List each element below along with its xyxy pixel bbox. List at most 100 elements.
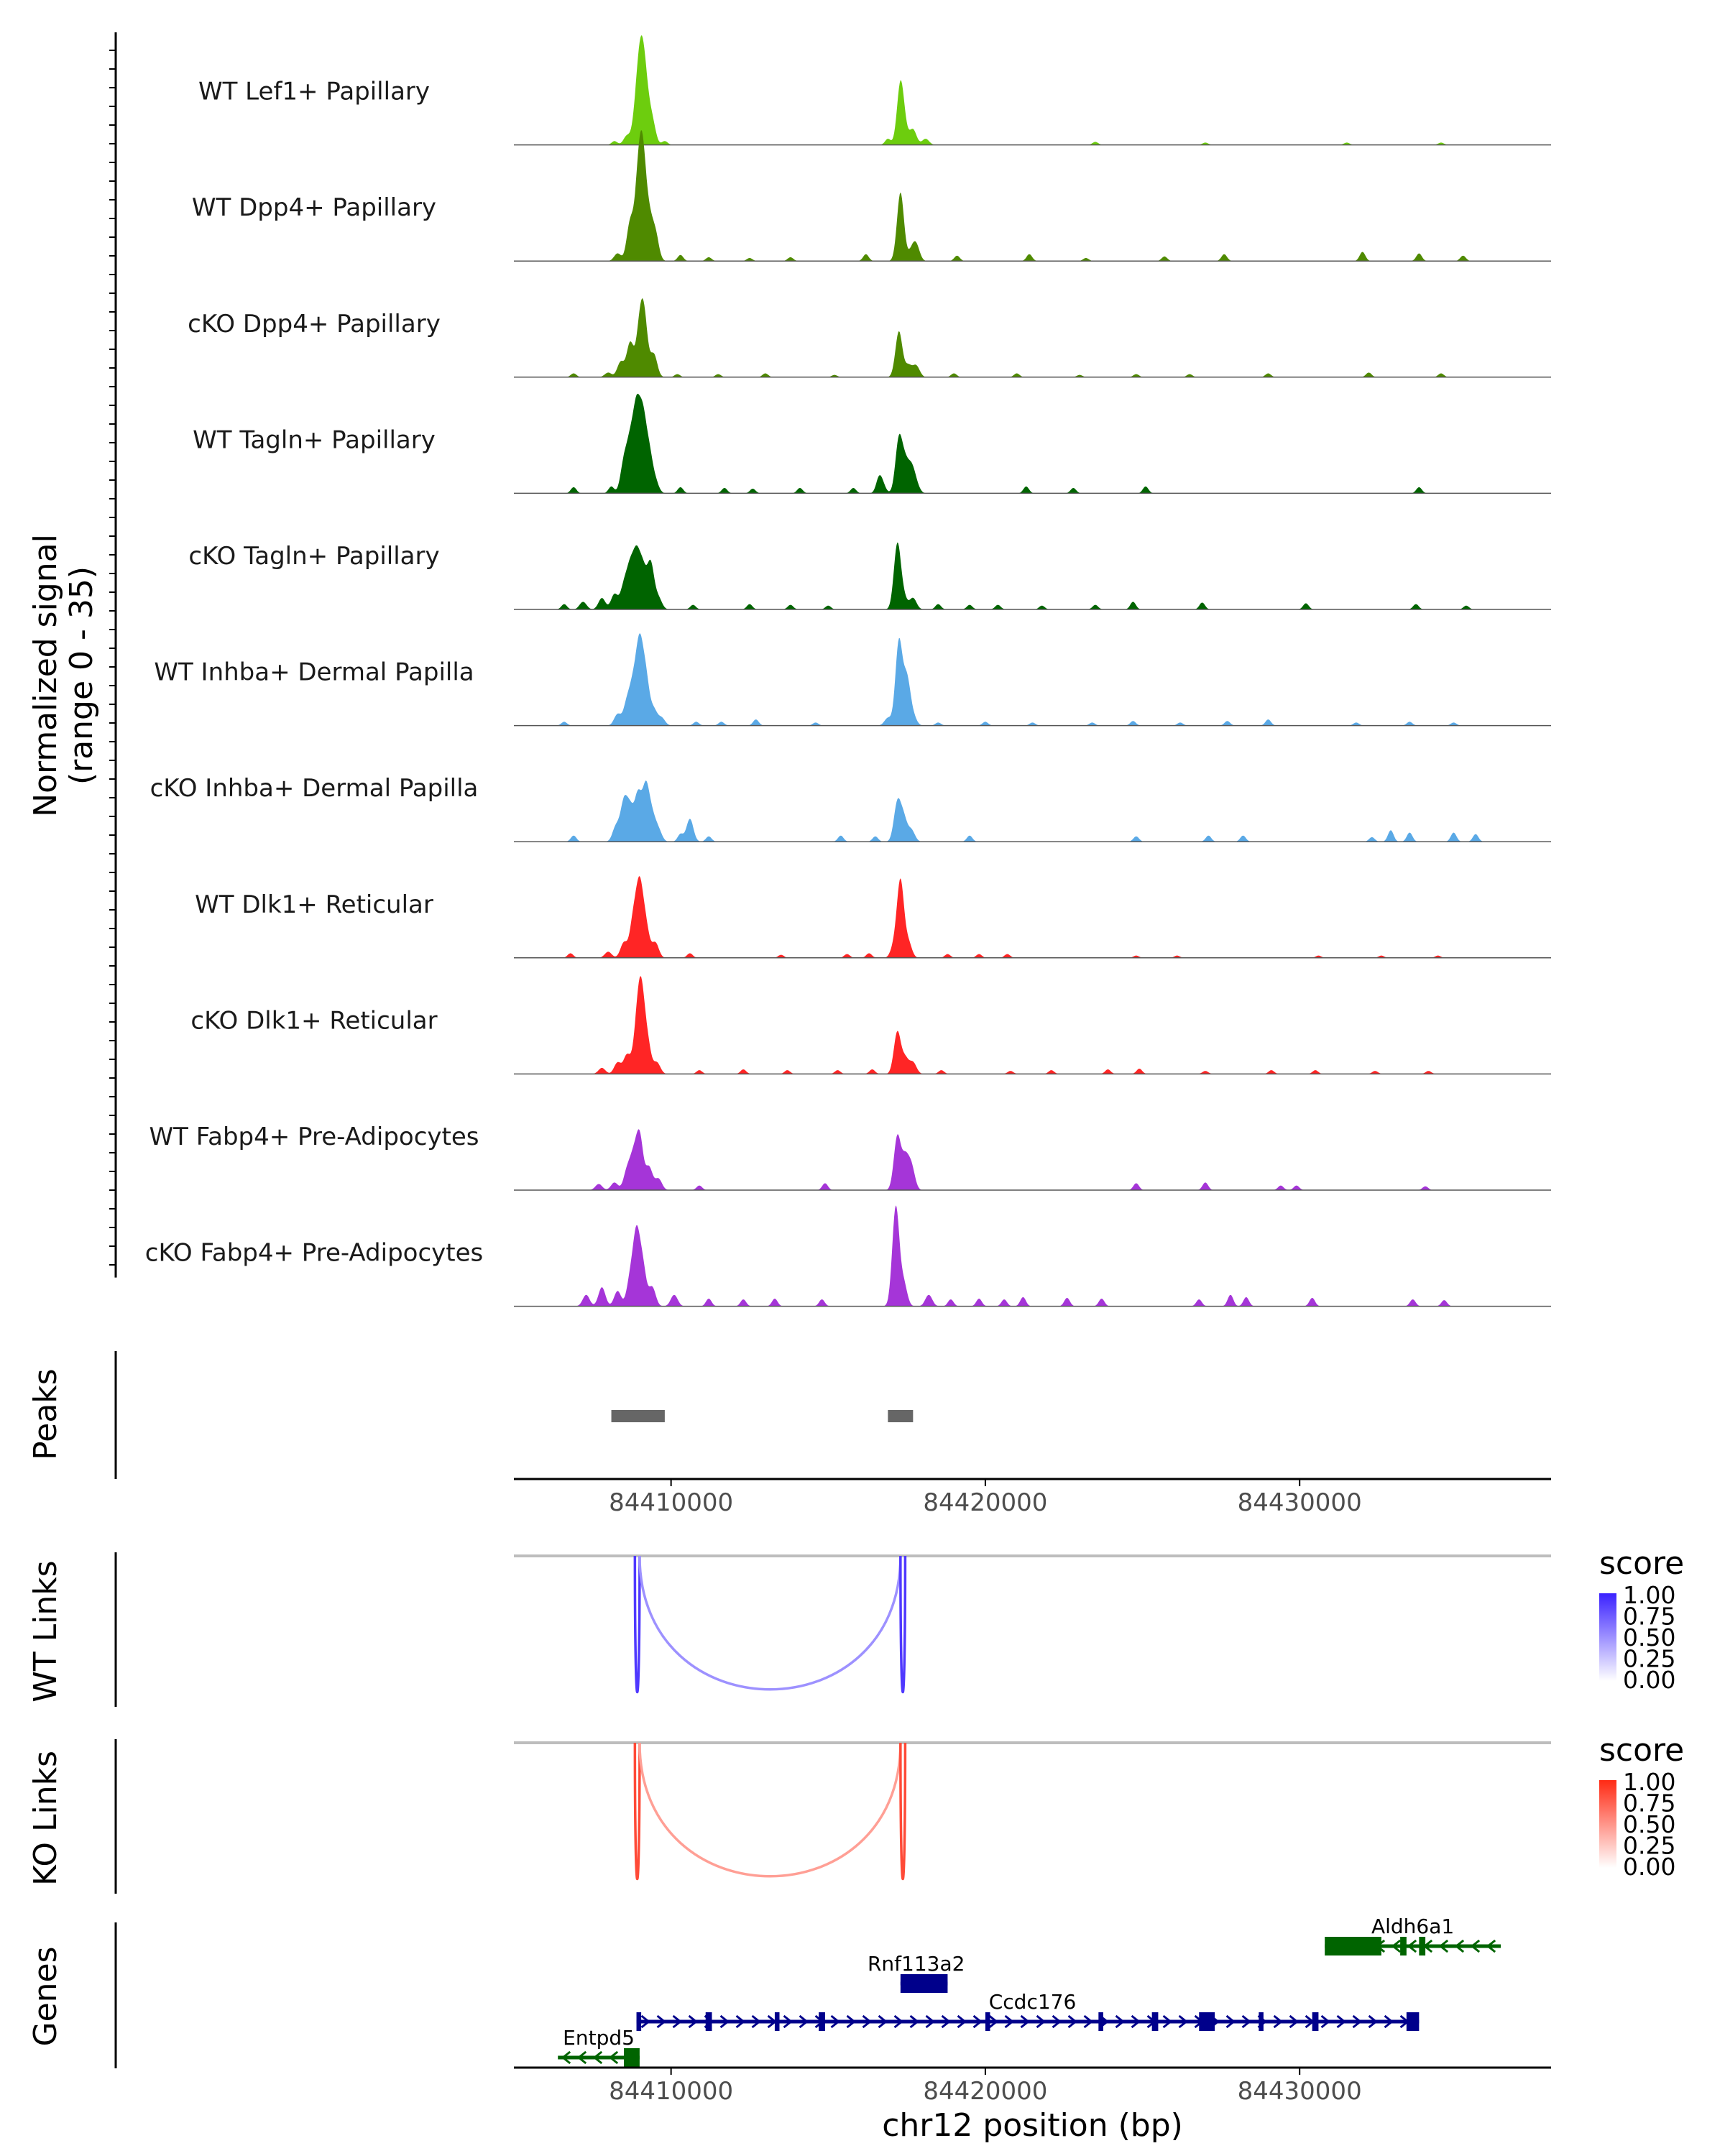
gene-strand-chevron bbox=[941, 2014, 951, 2029]
legend-colorbar-1 bbox=[1599, 1780, 1616, 1868]
coverage-area-5 bbox=[514, 633, 1551, 726]
link-arc-1-0 bbox=[633, 1742, 641, 1880]
peaks-x-axis-tick-label-1: 84420000 bbox=[923, 1488, 1047, 1517]
gene-strand-chevron bbox=[1257, 2014, 1267, 2029]
gene-strand-chevron bbox=[1052, 2014, 1062, 2029]
gene-strand-chevron bbox=[1162, 2014, 1172, 2029]
gene-strand-chevron bbox=[1470, 1939, 1481, 1953]
coverage-area-8 bbox=[514, 976, 1551, 1074]
link-arc-0-1 bbox=[638, 1555, 902, 1691]
gene-strand-chevron bbox=[814, 2014, 824, 2029]
track-label-1: WT Dpp4+ Papillary bbox=[192, 193, 436, 222]
gene-strand-chevron bbox=[1305, 2014, 1315, 2029]
gene-strand-chevron bbox=[688, 2014, 698, 2029]
legend-tick-1-0: 1.00 bbox=[1623, 1768, 1675, 1796]
links-label-1: KO Links bbox=[27, 1751, 64, 1886]
legend-tick-1-1: 0.75 bbox=[1623, 1789, 1675, 1818]
gene-strand-chevron bbox=[1146, 2014, 1156, 2029]
gene-strand-chevron bbox=[920, 1976, 931, 1991]
gene-strand-chevron bbox=[1131, 2014, 1141, 2029]
gene-exon-2-1 bbox=[705, 2012, 712, 2031]
gene-exon-0-1 bbox=[1400, 1937, 1407, 1955]
gene-strand-chevron bbox=[1391, 1939, 1402, 1953]
gene-exon-3-0 bbox=[624, 2048, 640, 2067]
gene-strand-chevron bbox=[767, 2014, 777, 2029]
legend-tick-1-3: 0.25 bbox=[1623, 1832, 1675, 1860]
gene-strand-chevron bbox=[1399, 2014, 1409, 2029]
gene-strand-chevron bbox=[1422, 1939, 1433, 1953]
legend-tick-1-4: 0.00 bbox=[1623, 1853, 1675, 1881]
track-label-2: cKO Dpp4+ Papillary bbox=[188, 310, 441, 338]
gene-exon-2-10 bbox=[1406, 2012, 1420, 2031]
gene-strand-chevron bbox=[640, 2014, 650, 2029]
gene-strand-chevron bbox=[1486, 1939, 1496, 1953]
genes-x-axis-tick-label-2: 84430000 bbox=[1238, 2077, 1362, 2106]
gene-strand-chevron bbox=[1115, 2014, 1125, 2029]
gene-strand-chevron bbox=[1384, 2014, 1394, 2029]
gene-strand-chevron bbox=[878, 2014, 888, 2029]
legend-colorbar-0 bbox=[1599, 1593, 1616, 1681]
gene-strand-chevron bbox=[1194, 2014, 1204, 2029]
peak-bar-0 bbox=[611, 1410, 665, 1422]
links-label-0: WT Links bbox=[27, 1560, 64, 1702]
gene-strand-chevron bbox=[1083, 2014, 1093, 2029]
gene-strand-chevron bbox=[704, 2014, 714, 2029]
legend-title-1: score bbox=[1599, 1732, 1684, 1769]
gene-strand-chevron bbox=[1407, 1939, 1417, 1953]
legend-tick-0-3: 0.25 bbox=[1623, 1645, 1675, 1673]
coverage-area-4 bbox=[514, 542, 1551, 609]
gene-strand-chevron bbox=[1343, 1939, 1354, 1953]
gene-exon-2-9 bbox=[1312, 2012, 1319, 2031]
gene-label-2: Ccdc176 bbox=[989, 1990, 1077, 2014]
legend-tick-1-2: 0.50 bbox=[1623, 1810, 1675, 1838]
gene-strand-chevron bbox=[1438, 1939, 1449, 1953]
gene-strand-chevron bbox=[576, 2050, 587, 2065]
gene-strand-chevron bbox=[561, 2050, 571, 2065]
coverage-area-6 bbox=[514, 780, 1551, 842]
gene-strand-chevron bbox=[846, 2014, 856, 2029]
gene-strand-chevron bbox=[1241, 2014, 1251, 2029]
gene-strand-chevron bbox=[1004, 2014, 1014, 2029]
coverage-area-2 bbox=[514, 298, 1551, 377]
genes-x-axis-tick-label-0: 84410000 bbox=[609, 2077, 733, 2106]
peaks-label: Peaks bbox=[27, 1368, 64, 1460]
genes-x-axis-tick-label-1: 84420000 bbox=[923, 2077, 1047, 2106]
gene-strand-chevron bbox=[1368, 2014, 1378, 2029]
gene-strand-chevron bbox=[592, 2050, 603, 2065]
gene-strand-chevron bbox=[925, 2014, 935, 2029]
gene-strand-chevron bbox=[1336, 2014, 1346, 2029]
gene-strand-chevron bbox=[988, 2014, 998, 2029]
gene-strand-chevron bbox=[830, 2014, 840, 2029]
gene-strand-chevron bbox=[936, 1976, 947, 1991]
x-axis-title: chr12 position (bp) bbox=[882, 2107, 1183, 2144]
gene-strand-chevron bbox=[1099, 2014, 1109, 2029]
coverage-area-7 bbox=[514, 876, 1551, 958]
gene-label-3: Entpd5 bbox=[563, 2026, 635, 2050]
gene-strand-chevron bbox=[909, 2014, 919, 2029]
track-label-3: WT Tagln+ Papillary bbox=[193, 425, 436, 454]
legend-tick-0-2: 0.50 bbox=[1623, 1623, 1675, 1651]
track-label-7: WT Dlk1+ Reticular bbox=[195, 890, 433, 919]
gene-strand-chevron bbox=[1328, 1939, 1338, 1953]
link-arc-1-2 bbox=[899, 1742, 907, 1880]
coverage-area-3 bbox=[514, 393, 1551, 494]
gene-exon-0-0 bbox=[1325, 1937, 1381, 1955]
gene-strand-chevron bbox=[672, 2014, 682, 2029]
gene-strand-chevron bbox=[1036, 2014, 1046, 2029]
gene-strand-chevron bbox=[1210, 2014, 1220, 2029]
gene-strand-chevron bbox=[719, 2014, 730, 2029]
coverage-area-0 bbox=[514, 35, 1551, 145]
gene-strand-chevron bbox=[1289, 2014, 1299, 2029]
coverage-area-1 bbox=[514, 129, 1551, 262]
gene-strand-chevron bbox=[624, 2050, 635, 2065]
gene-exon-0-2 bbox=[1419, 1937, 1426, 1955]
gene-strand-chevron bbox=[799, 2014, 809, 2029]
gene-strand-chevron bbox=[751, 2014, 761, 2029]
gene-strand-chevron bbox=[893, 2014, 903, 2029]
track-label-8: cKO Dlk1+ Reticular bbox=[190, 1006, 437, 1035]
gene-strand-chevron bbox=[1320, 2014, 1330, 2029]
gene-label-1: Rnf113a2 bbox=[868, 1952, 965, 1976]
gene-exon-2-5 bbox=[1098, 2012, 1103, 2031]
gene-exon-2-0 bbox=[636, 2012, 642, 2031]
track-label-6: cKO Inhba+ Dermal Papilla bbox=[150, 774, 479, 803]
